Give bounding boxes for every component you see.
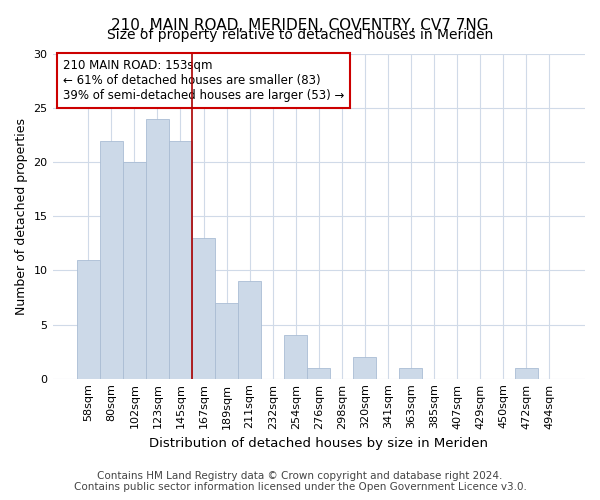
- Bar: [169, 140, 192, 378]
- Bar: [77, 260, 100, 378]
- Bar: [123, 162, 146, 378]
- Bar: [400, 368, 422, 378]
- Bar: [353, 357, 376, 378]
- Bar: [192, 238, 215, 378]
- Bar: [146, 119, 169, 378]
- Bar: [307, 368, 330, 378]
- Bar: [515, 368, 538, 378]
- Y-axis label: Number of detached properties: Number of detached properties: [15, 118, 28, 315]
- Text: Contains HM Land Registry data © Crown copyright and database right 2024.
Contai: Contains HM Land Registry data © Crown c…: [74, 471, 526, 492]
- Text: 210, MAIN ROAD, MERIDEN, COVENTRY, CV7 7NG: 210, MAIN ROAD, MERIDEN, COVENTRY, CV7 7…: [111, 18, 489, 32]
- X-axis label: Distribution of detached houses by size in Meriden: Distribution of detached houses by size …: [149, 437, 488, 450]
- Text: 210 MAIN ROAD: 153sqm
← 61% of detached houses are smaller (83)
39% of semi-deta: 210 MAIN ROAD: 153sqm ← 61% of detached …: [63, 59, 344, 102]
- Bar: [238, 282, 261, 378]
- Bar: [100, 140, 123, 378]
- Text: Size of property relative to detached houses in Meriden: Size of property relative to detached ho…: [107, 28, 493, 42]
- Bar: [215, 303, 238, 378]
- Bar: [284, 336, 307, 378]
